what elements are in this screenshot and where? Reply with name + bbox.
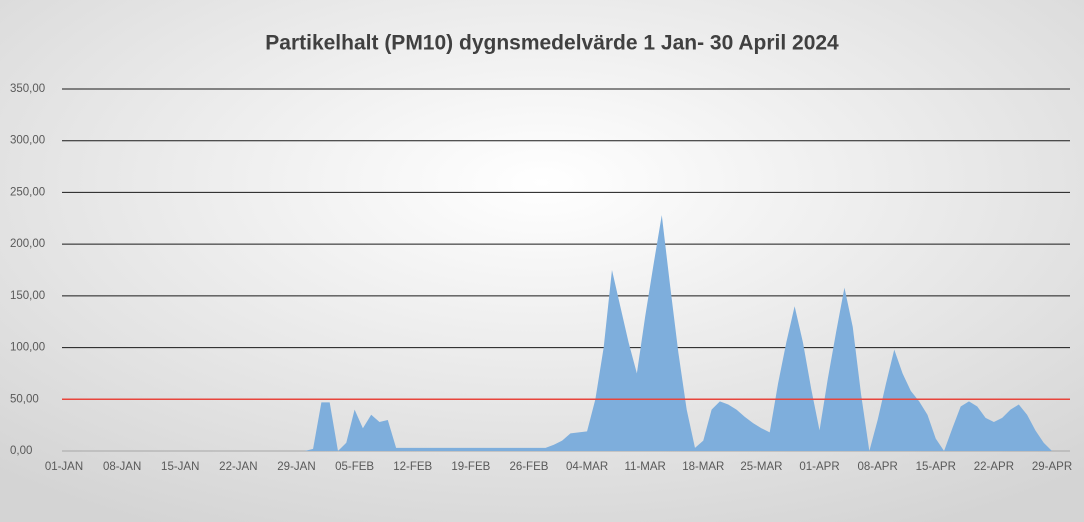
x-tick-label: 18-MAR [682,461,724,473]
y-tick-label: 150,00 [10,290,45,302]
x-tick-label: 08-APR [858,461,898,473]
y-tick-label: 200,00 [10,238,45,250]
x-tick-label: 22-APR [974,461,1014,473]
x-tick-label: 11-MAR [625,461,666,473]
y-tick-label: 350,00 [10,83,45,95]
x-tick-label: 15-JAN [161,461,199,473]
x-tick-label: 25-MAR [740,461,782,473]
x-tick-label: 01-APR [799,461,839,473]
x-tick-label: 15-APR [916,461,956,473]
x-tick-label: 05-FEB [335,461,374,473]
y-tick-label: 100,00 [10,342,45,354]
x-tick-label: 26-FEB [509,461,548,473]
x-tick-label: 29-APR [1032,461,1072,473]
x-tick-label: 12-FEB [393,461,432,473]
x-tick-label: 04-MAR [566,461,608,473]
y-tick-label: 300,00 [10,135,45,147]
x-tick-label: 19-FEB [451,461,490,473]
x-tick-label: 01-JAN [45,461,83,473]
x-tick-label: 08-JAN [103,461,141,473]
chart-title: Partikelhalt (PM10) dygnsmedelvärde 1 Ja… [265,32,839,55]
y-tick-label: 50,00 [10,393,39,405]
y-tick-label: 0,00 [10,445,32,457]
area [64,215,1061,451]
y-tick-label: 250,00 [10,186,45,198]
x-tick-label: 22-JAN [219,461,257,473]
x-tick-label: 29-JAN [277,461,315,473]
